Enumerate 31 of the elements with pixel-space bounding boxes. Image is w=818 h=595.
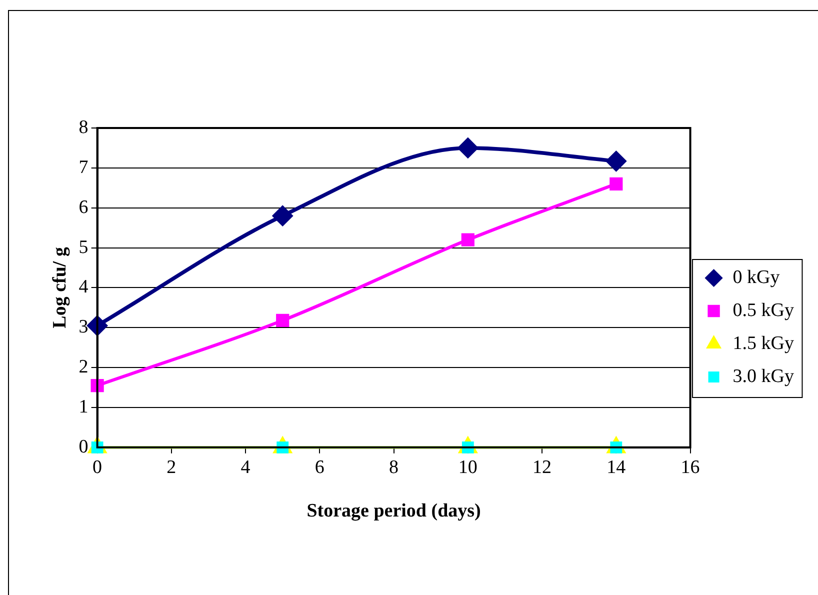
- y-tick-label: 3: [78, 316, 88, 338]
- y-tick-label: 1: [78, 396, 88, 418]
- y-tick-label: 4: [78, 276, 89, 298]
- x-tick-label: 10: [458, 456, 478, 478]
- legend-label: 1.5 kGy: [732, 332, 794, 354]
- legend-label: 0 kGy: [732, 266, 780, 288]
- y-axis-title: Log cfu/ g: [49, 246, 70, 328]
- point: [606, 151, 626, 172]
- point: [610, 177, 623, 190]
- x-tick-label: 14: [606, 456, 626, 478]
- x-axis-title: Storage period (days): [306, 500, 481, 522]
- y-tick-label: 0: [78, 436, 88, 458]
- x-tick-label: 2: [166, 456, 176, 478]
- legend-label: 3.0 kGy: [732, 366, 794, 387]
- point: [272, 206, 293, 226]
- legend-label: 0.5 kGy: [732, 300, 794, 321]
- y-tick-label: 8: [78, 116, 88, 138]
- x-tick-label: 16: [680, 456, 700, 478]
- y-tick-label: 2: [78, 356, 88, 378]
- y-tick-label: 7: [78, 156, 88, 178]
- point: [87, 316, 108, 336]
- x-tick-label: 8: [389, 456, 399, 478]
- x-tick-label: 4: [240, 456, 251, 478]
- y-tick-label: 6: [78, 196, 88, 218]
- point: [276, 314, 290, 327]
- point: [461, 233, 474, 246]
- x-tick-label: 0: [92, 456, 102, 478]
- x-tick-label: 12: [532, 456, 552, 478]
- y-tick-label: 5: [78, 236, 88, 258]
- x-tick-label: 6: [314, 456, 324, 478]
- point: [458, 138, 478, 158]
